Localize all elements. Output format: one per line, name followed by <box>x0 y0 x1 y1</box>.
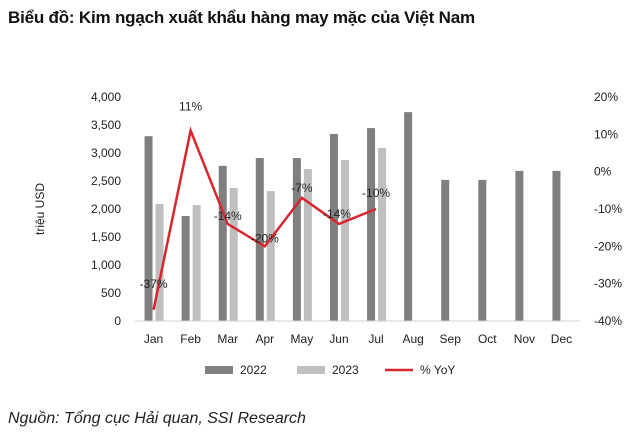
data-label-yoy: -37% <box>140 277 168 291</box>
bar-2023 <box>340 160 349 321</box>
y2-tick-label: 0% <box>594 165 612 179</box>
x-tick-label: Mar <box>217 332 238 346</box>
bar-2022 <box>144 136 153 321</box>
bar-2022 <box>478 179 487 321</box>
x-tick-label: May <box>291 332 314 346</box>
data-label-yoy: -14% <box>214 209 242 223</box>
x-tick-label: Sep <box>440 332 462 346</box>
y-tick-label: 0 <box>114 314 121 328</box>
data-label-yoy: -20% <box>251 231 279 245</box>
x-tick-label: Apr <box>255 332 274 346</box>
bar-2023 <box>229 188 238 321</box>
y-tick-label: 1,500 <box>91 230 121 244</box>
yoy-line <box>152 126 377 311</box>
bar-2022 <box>367 128 376 321</box>
y2-tick-label: -40% <box>594 314 622 328</box>
x-tick-label: Jun <box>329 332 348 346</box>
y2-tick-label: 20% <box>594 90 618 104</box>
bar-2023 <box>303 168 312 321</box>
y-tick-label: 2,000 <box>91 202 121 216</box>
legend-label-2022: 2022 <box>240 363 267 377</box>
data-label-yoy: -10% <box>362 186 390 200</box>
x-tick-label: Jan <box>144 332 163 346</box>
legend-label-yoy: % YoY <box>420 363 455 377</box>
y-axis-label: triệu USD <box>33 183 47 235</box>
bar-2022 <box>552 170 561 321</box>
y-tick-label: 3,500 <box>91 118 121 132</box>
y2-tick-label: -20% <box>594 239 622 253</box>
x-tick-label: Oct <box>478 332 497 346</box>
data-label-yoy: 11% <box>179 100 202 114</box>
chart-title: Biểu đồ: Kim ngạch xuất khẩu hàng may mặ… <box>8 8 475 27</box>
legend-swatch-2023 <box>297 366 325 374</box>
bar-2023 <box>378 147 387 321</box>
bar-2023 <box>266 191 275 321</box>
legend-label-2023: 2023 <box>332 363 359 377</box>
bar-2022 <box>181 216 190 321</box>
data-label-yoy: -14% <box>323 207 351 221</box>
y-tick-label: 4,000 <box>91 90 121 104</box>
y-tick-label: 2,500 <box>91 174 121 188</box>
source-note: Nguồn: Tổng cục Hải quan, SSI Research <box>8 410 306 427</box>
x-tick-label: Dec <box>551 332 572 346</box>
bar-2022 <box>255 158 264 321</box>
y-tick-label: 3,000 <box>91 146 121 160</box>
y-tick-label: 1,000 <box>91 258 121 272</box>
bar-2022 <box>292 158 301 321</box>
bar-2023 <box>192 205 201 321</box>
bar-2023 <box>155 203 164 321</box>
y2-tick-label: -10% <box>594 202 622 216</box>
y-tick-label: 500 <box>101 286 121 300</box>
y2-tick-label: 10% <box>594 127 618 141</box>
x-tick-label: Jul <box>368 332 383 346</box>
bar-2022 <box>515 170 524 321</box>
x-tick-label: Nov <box>514 332 535 346</box>
bar-2022 <box>404 112 413 322</box>
bar-2022 <box>218 165 227 321</box>
y2-tick-label: -30% <box>594 277 622 291</box>
x-tick-label: Aug <box>402 332 423 346</box>
bar-2022 <box>441 179 450 321</box>
legend-swatch-2022 <box>205 366 233 374</box>
data-label-yoy: -7% <box>291 181 313 195</box>
bar-2022 <box>329 133 338 321</box>
x-tick-label: Feb <box>180 332 201 346</box>
